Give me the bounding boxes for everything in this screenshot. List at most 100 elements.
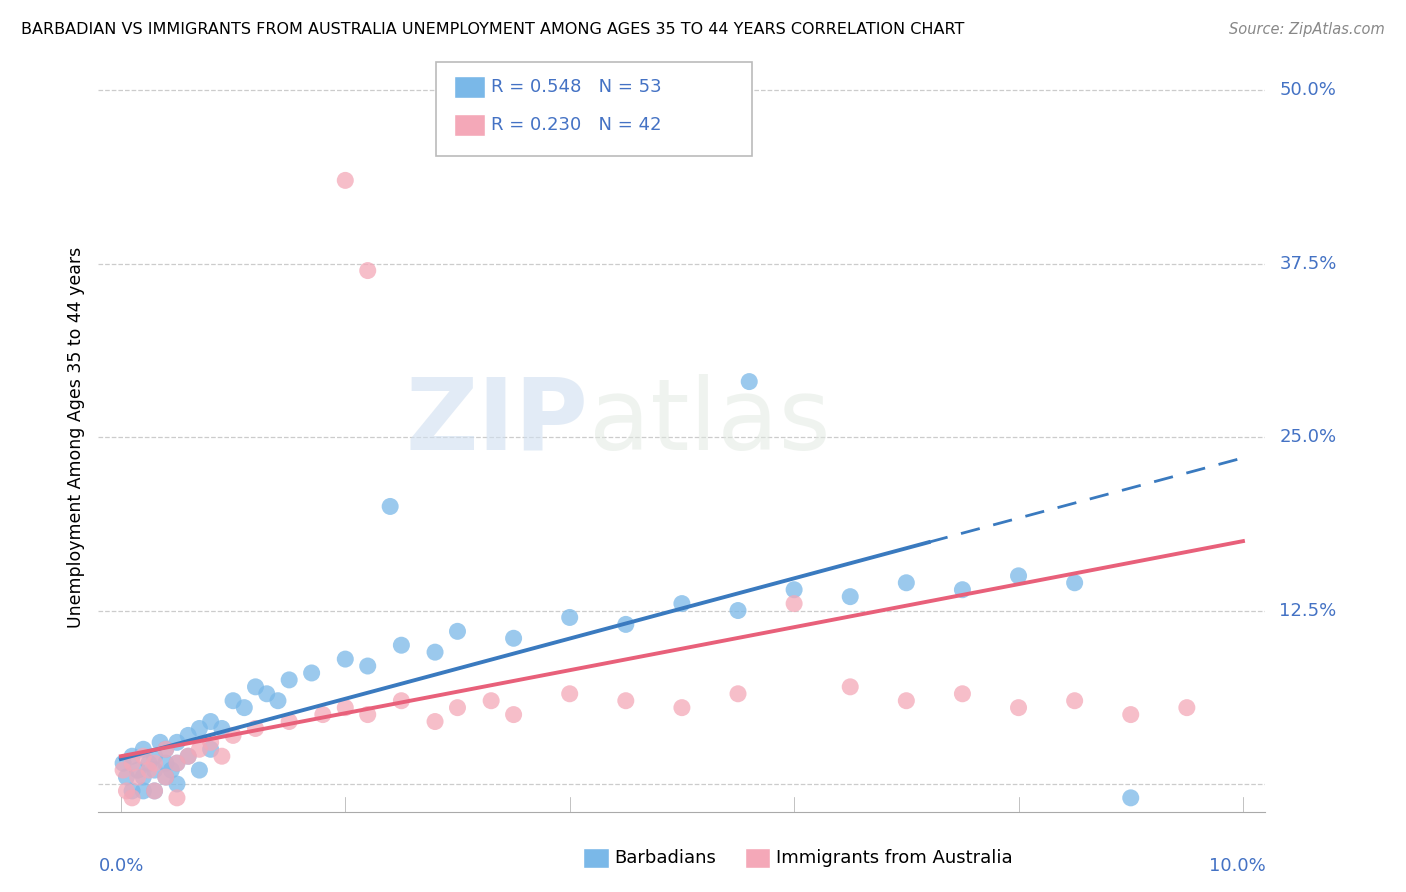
- Point: [558, 687, 581, 701]
- Point: [121, 749, 143, 764]
- Point: [222, 728, 245, 742]
- Point: [896, 575, 918, 590]
- Point: [200, 742, 222, 756]
- Point: [245, 680, 267, 694]
- Point: [115, 784, 138, 798]
- Point: [1063, 694, 1085, 708]
- Point: [188, 742, 211, 756]
- Point: [839, 590, 862, 604]
- Point: [115, 770, 138, 784]
- Point: [155, 770, 177, 784]
- Point: [155, 742, 177, 756]
- Point: [312, 707, 335, 722]
- Point: [357, 263, 380, 277]
- Point: [357, 707, 380, 722]
- Text: 12.5%: 12.5%: [1279, 601, 1337, 620]
- Point: [166, 777, 188, 791]
- Point: [121, 756, 143, 771]
- Point: [952, 687, 974, 701]
- Point: [200, 735, 222, 749]
- Point: [166, 735, 188, 749]
- Point: [121, 784, 143, 798]
- Point: [211, 749, 233, 764]
- Point: [423, 714, 446, 729]
- Point: [727, 687, 749, 701]
- Point: [166, 756, 188, 771]
- Point: [138, 763, 160, 777]
- Point: [127, 763, 149, 777]
- Point: [389, 694, 412, 708]
- Text: ZIP: ZIP: [406, 374, 589, 471]
- Point: [896, 694, 918, 708]
- Point: [783, 597, 806, 611]
- Text: Immigrants from Australia: Immigrants from Australia: [776, 849, 1012, 867]
- Point: [132, 742, 155, 756]
- Point: [1119, 707, 1142, 722]
- Text: 50.0%: 50.0%: [1279, 81, 1336, 99]
- Text: 10.0%: 10.0%: [1209, 856, 1265, 875]
- Point: [222, 694, 245, 708]
- Point: [671, 700, 693, 714]
- Point: [1007, 569, 1029, 583]
- Point: [335, 700, 357, 714]
- Point: [166, 790, 188, 805]
- Point: [132, 770, 155, 784]
- Point: [132, 749, 155, 764]
- Point: [121, 790, 143, 805]
- Point: [446, 624, 468, 639]
- Point: [127, 770, 149, 784]
- Point: [166, 756, 188, 771]
- Point: [614, 617, 637, 632]
- Point: [1119, 790, 1142, 805]
- Point: [502, 632, 524, 646]
- Point: [839, 680, 862, 694]
- Point: [738, 375, 761, 389]
- Point: [155, 742, 177, 756]
- Point: [112, 756, 135, 771]
- Point: [783, 582, 806, 597]
- Point: [160, 763, 183, 777]
- Point: [177, 749, 200, 764]
- Text: 25.0%: 25.0%: [1279, 428, 1337, 446]
- Point: [335, 652, 357, 666]
- Point: [278, 673, 301, 687]
- Point: [155, 770, 177, 784]
- Point: [1175, 700, 1198, 714]
- Point: [389, 638, 412, 652]
- Point: [245, 722, 267, 736]
- Point: [211, 722, 233, 736]
- Point: [502, 707, 524, 722]
- Point: [138, 756, 160, 771]
- Point: [149, 735, 172, 749]
- Point: [177, 749, 200, 764]
- Text: atlas: atlas: [589, 374, 830, 471]
- Text: R = 0.230   N = 42: R = 0.230 N = 42: [491, 116, 661, 134]
- Point: [143, 763, 166, 777]
- Point: [380, 500, 402, 514]
- Text: 37.5%: 37.5%: [1279, 254, 1337, 273]
- Point: [1007, 700, 1029, 714]
- Text: Barbadians: Barbadians: [614, 849, 716, 867]
- Point: [188, 722, 211, 736]
- Point: [155, 756, 177, 771]
- Point: [446, 700, 468, 714]
- Point: [112, 763, 135, 777]
- Point: [335, 173, 357, 187]
- Text: 0.0%: 0.0%: [98, 856, 143, 875]
- Point: [301, 665, 323, 680]
- Point: [256, 687, 278, 701]
- Point: [423, 645, 446, 659]
- Point: [188, 763, 211, 777]
- Point: [200, 714, 222, 729]
- Text: R = 0.548   N = 53: R = 0.548 N = 53: [491, 78, 661, 95]
- Text: Source: ZipAtlas.com: Source: ZipAtlas.com: [1229, 22, 1385, 37]
- Point: [558, 610, 581, 624]
- Point: [479, 694, 502, 708]
- Point: [357, 659, 380, 673]
- Point: [233, 700, 256, 714]
- Point: [267, 694, 290, 708]
- Point: [671, 597, 693, 611]
- Point: [952, 582, 974, 597]
- Point: [132, 784, 155, 798]
- Y-axis label: Unemployment Among Ages 35 to 44 years: Unemployment Among Ages 35 to 44 years: [66, 246, 84, 628]
